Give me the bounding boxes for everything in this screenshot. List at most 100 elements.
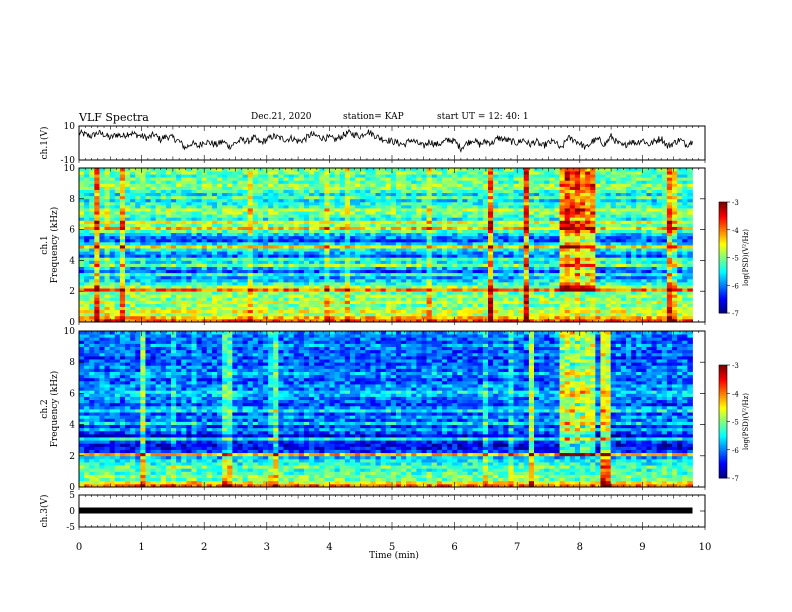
psd-cell — [539, 291, 545, 295]
psd-cell — [227, 245, 233, 249]
psd-cell — [493, 235, 499, 240]
psd-cell — [544, 318, 550, 323]
psd-cell — [155, 269, 162, 274]
psd-cell — [145, 285, 151, 289]
psd-cell — [227, 312, 233, 317]
psd-cell — [498, 251, 504, 255]
psd-cell — [196, 174, 203, 178]
psd-cell — [487, 306, 494, 311]
psd-cell — [324, 229, 330, 234]
psd-cell — [298, 235, 305, 240]
psd-cell — [375, 217, 382, 221]
psd-cell — [518, 180, 525, 184]
psd-cell — [385, 201, 392, 206]
psd-cell — [252, 248, 259, 252]
psd-cell — [329, 269, 336, 274]
psd-cell — [309, 260, 315, 264]
psd-cell — [283, 254, 289, 258]
psd-cell — [441, 195, 448, 200]
psd-cell — [150, 278, 157, 283]
psd-cell — [165, 232, 172, 237]
psd-cell — [528, 300, 535, 304]
psd-cell — [477, 211, 484, 215]
psd-cell — [380, 272, 387, 277]
psd-cell — [329, 174, 336, 178]
psd-cell — [201, 251, 208, 255]
psd-cell — [252, 168, 259, 172]
psd-cell — [109, 306, 116, 311]
psd-cell — [523, 168, 530, 172]
psd-cell — [508, 226, 514, 230]
psd-cell — [487, 257, 494, 261]
psd-cell — [375, 245, 382, 249]
psd-cell — [544, 309, 550, 314]
psd-cell — [298, 266, 305, 271]
psd-cell — [242, 309, 249, 314]
psd-cell — [395, 186, 402, 190]
psd-cell — [319, 278, 325, 283]
psd-cell — [523, 309, 530, 314]
psd-cell — [268, 248, 274, 252]
psd-cell — [247, 238, 254, 243]
psd-cell — [84, 257, 90, 261]
psd-cell — [411, 245, 417, 249]
psd-cell — [395, 315, 402, 320]
psd-cell — [222, 201, 228, 206]
psd-cell — [273, 266, 279, 271]
psd-cell — [89, 291, 95, 295]
psd-cell — [84, 303, 90, 307]
psd-cell — [125, 183, 131, 187]
psd-cell — [227, 251, 233, 255]
psd-cell — [411, 201, 417, 206]
psd-cell — [155, 312, 162, 317]
psd-cell — [288, 315, 295, 320]
psd-cell — [201, 208, 208, 212]
psd-cell — [416, 275, 422, 280]
psd-cell — [293, 168, 300, 172]
psd-cell — [395, 263, 402, 267]
psd-cell — [104, 309, 111, 314]
psd-cell — [344, 217, 351, 221]
psd-cell — [109, 297, 116, 301]
psd-cell — [334, 281, 341, 286]
psd-cell — [314, 306, 320, 311]
psd-cell — [130, 186, 136, 190]
psd-cell — [477, 189, 484, 194]
psd-cell — [523, 214, 530, 218]
psd-cell — [109, 260, 116, 264]
psd-cell — [370, 201, 376, 206]
psd-cell — [431, 174, 438, 178]
psd-cell — [518, 294, 525, 298]
psd-cell — [360, 214, 366, 218]
psd-cell — [472, 285, 479, 289]
psd-cell — [329, 168, 336, 172]
psd-cell — [242, 266, 249, 271]
psd-cell — [334, 192, 341, 197]
psd-cell — [227, 235, 233, 240]
psd-cell — [349, 223, 356, 227]
psd-cell — [426, 248, 433, 252]
psd-cell — [426, 309, 433, 314]
psd-cell — [498, 180, 504, 184]
psd-cell — [498, 297, 504, 301]
psd-cell — [160, 254, 167, 258]
psd-cell — [344, 315, 351, 320]
psd-cell — [554, 192, 560, 197]
psd-cell — [554, 171, 560, 175]
psd-cell — [436, 171, 443, 175]
psd-cell — [472, 241, 479, 246]
psd-cell — [314, 226, 320, 230]
psd-cell — [94, 300, 100, 304]
psd-cell — [130, 312, 136, 317]
psd-cell — [109, 211, 116, 215]
psd-cell — [513, 195, 520, 200]
psd-cell — [498, 266, 504, 271]
psd-cell — [355, 238, 361, 243]
psd-cell — [278, 171, 284, 175]
psd-cell — [140, 183, 146, 187]
psd-cell — [436, 201, 443, 206]
psd-cell — [462, 189, 468, 194]
psd-cell — [324, 211, 330, 215]
psd-cell — [385, 226, 392, 230]
psd-cell — [452, 208, 458, 212]
